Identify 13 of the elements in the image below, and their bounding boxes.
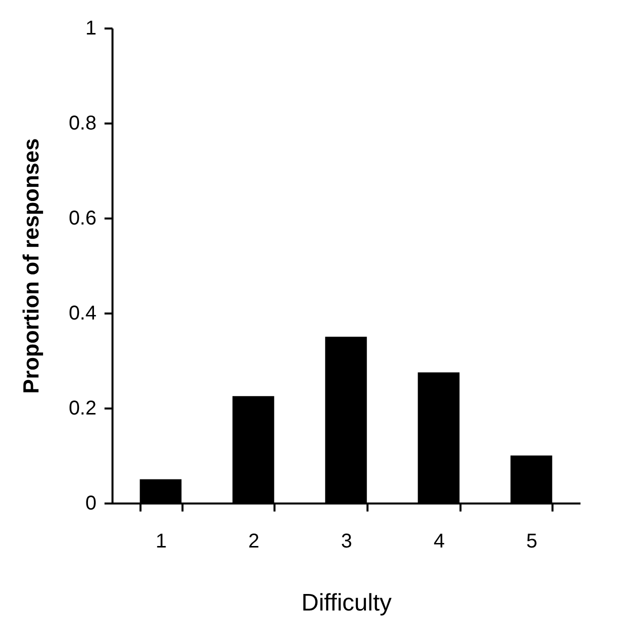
y-tick-label: 0.8: [68, 112, 96, 134]
y-axis-title: Proportion of responses: [18, 138, 44, 394]
y-tick-label: 1: [85, 18, 96, 40]
x-tick-label: 4: [434, 530, 445, 552]
y-tick-label: 0.6: [68, 208, 96, 230]
x-axis-title: Difficulty: [301, 590, 392, 616]
x-tick-label: 5: [526, 530, 538, 552]
x-tick-label: 2: [248, 530, 260, 552]
y-tick-label: 0.4: [68, 302, 96, 324]
y-tick-label: 0: [85, 492, 96, 514]
y-tick-label: 0.2: [68, 398, 96, 420]
x-tick-label: 3: [340, 530, 352, 552]
x-tick-label: 1: [156, 530, 167, 552]
